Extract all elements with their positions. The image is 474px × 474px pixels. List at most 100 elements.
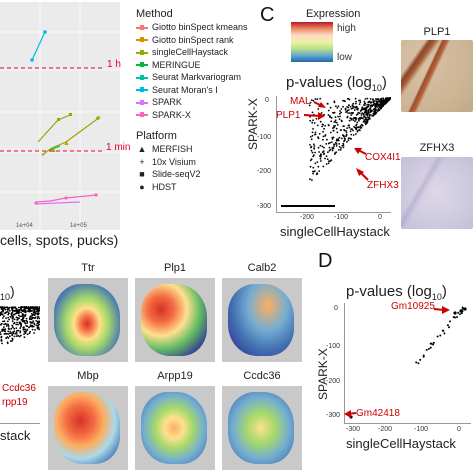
scatter-point xyxy=(20,306,23,308)
scatter-point xyxy=(449,320,451,323)
scatter-point xyxy=(29,325,32,328)
scatter-point xyxy=(21,315,23,318)
scatter-point xyxy=(342,125,345,127)
scatter-point xyxy=(335,127,338,130)
scatter-point xyxy=(337,115,339,118)
scatter-point xyxy=(17,329,20,332)
scatter-point xyxy=(321,125,323,128)
scatter-point xyxy=(13,318,16,321)
scatter-point xyxy=(17,310,20,313)
scatter-point xyxy=(389,97,392,99)
scatter-point xyxy=(7,333,10,335)
tissue-thumb-zfhx3 xyxy=(401,157,473,229)
method-legend: Method Giotto binSpect kmeans Giotto binS… xyxy=(136,8,256,248)
scatter-point xyxy=(7,330,10,333)
method-legend-label: SPARK xyxy=(152,97,182,107)
scatter-point xyxy=(3,315,5,318)
scatter-point xyxy=(4,332,7,335)
panel-letter-d: D xyxy=(318,250,333,272)
platform-legend-label: MERFISH xyxy=(152,144,193,154)
scatter-point xyxy=(349,137,352,140)
scatter-point xyxy=(2,320,4,323)
scatter-point xyxy=(322,150,325,152)
method-legend-item: Giotto binSpect kmeans xyxy=(136,22,248,33)
scatter-point xyxy=(320,160,322,162)
scatter-point xyxy=(12,332,15,335)
panel-d-xtick-100: -100 xyxy=(414,426,429,433)
scatter-point xyxy=(38,321,41,323)
expression-low-label: low xyxy=(337,52,353,63)
scatter-point xyxy=(334,116,337,118)
scatter-point xyxy=(324,135,326,137)
scatter-point xyxy=(34,317,36,319)
scatter-point xyxy=(30,313,33,315)
scatter-point xyxy=(32,307,34,310)
scatter-point xyxy=(22,326,25,329)
scatter-point xyxy=(369,98,372,100)
panel-c-scatter xyxy=(276,96,392,213)
scatter-point xyxy=(360,116,363,119)
scatter-point xyxy=(23,311,26,313)
panel-d-arrows xyxy=(344,306,450,418)
scatter-point xyxy=(456,316,458,318)
scatter-point xyxy=(28,332,31,335)
scatter-point xyxy=(343,139,346,141)
scatter-point xyxy=(312,166,315,169)
scatter-point xyxy=(361,112,363,115)
scatter-point xyxy=(325,155,328,158)
scatter-point xyxy=(20,324,22,327)
scatter-point xyxy=(7,316,10,319)
scatter-point xyxy=(349,117,352,120)
scatter-point xyxy=(345,129,347,132)
scatter-point xyxy=(13,310,16,313)
scatter-point xyxy=(336,107,339,109)
expression-map-image xyxy=(222,386,302,470)
scatter-point xyxy=(358,103,361,105)
xtick-1e5: 1e+05 xyxy=(70,223,88,229)
scatter-point xyxy=(379,104,382,106)
scatter-point xyxy=(353,109,356,111)
scatter-point xyxy=(313,143,315,146)
scatter-point xyxy=(375,100,378,103)
scatter-point xyxy=(327,114,330,116)
scatter-point xyxy=(31,328,34,331)
scatter-point xyxy=(318,170,321,172)
scatter-point xyxy=(446,324,449,327)
scatter-point xyxy=(328,160,330,162)
scatter-point xyxy=(9,330,12,333)
scatter-point xyxy=(316,98,319,100)
scatter-point xyxy=(334,153,336,155)
scatter-point xyxy=(312,119,314,122)
expression-map-image xyxy=(48,278,128,362)
scatter-point xyxy=(38,328,41,331)
scatter-point xyxy=(34,306,37,308)
scatter-point xyxy=(377,104,380,107)
scatter-point xyxy=(335,143,338,145)
scatter-point xyxy=(353,126,355,128)
scatter-point xyxy=(349,106,352,108)
scatter-point xyxy=(334,125,336,127)
scatter-point xyxy=(25,325,28,327)
scatter-point xyxy=(334,119,337,122)
scatter-point xyxy=(352,119,355,121)
scatter-point xyxy=(459,309,463,313)
panel-d-xtick-300: -300 xyxy=(346,426,361,433)
scatter-point xyxy=(452,316,455,319)
scatter-point xyxy=(309,119,312,122)
scatter-point xyxy=(15,327,18,329)
scatter-point xyxy=(34,312,37,315)
scatter-point xyxy=(4,322,7,325)
scatter-point xyxy=(370,104,373,107)
legend-swatch xyxy=(136,24,148,30)
scatter-point xyxy=(335,105,337,108)
scatter-point xyxy=(17,323,19,326)
scatter-point xyxy=(1,307,3,310)
expression-colorbar xyxy=(291,22,333,62)
panel-c-xlabel: singleCellHaystack xyxy=(280,224,390,239)
scatter-point xyxy=(35,308,38,310)
panel-c-xtick-0: 0 xyxy=(378,214,382,221)
scatter-point xyxy=(333,121,336,123)
scatter-point xyxy=(380,101,383,103)
scatter-point xyxy=(311,134,314,137)
scatter-point xyxy=(385,100,387,103)
